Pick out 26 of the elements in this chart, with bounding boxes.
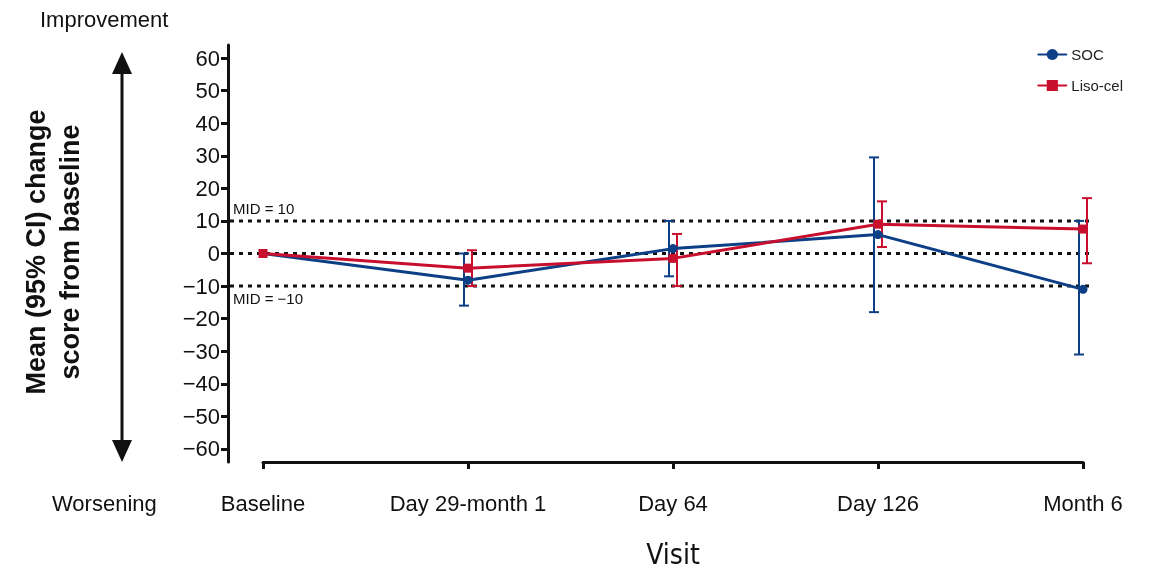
x-axis-title: Visit xyxy=(646,537,700,571)
y-tick-label: 20 xyxy=(195,175,220,201)
y-tick-label: 0 xyxy=(207,241,220,266)
legend-label: SOC xyxy=(1071,46,1104,63)
x-tick-label: Baseline xyxy=(220,490,306,516)
y-tick-label: 50 xyxy=(195,78,220,104)
y-tick-label: 10 xyxy=(195,208,220,234)
text: Improvement xyxy=(40,6,169,32)
y-tick-label: −10 xyxy=(182,273,220,299)
legend-label: Liso-cel xyxy=(1071,77,1123,94)
x-tick-label: Month 6 xyxy=(1043,490,1123,516)
text: Worsening xyxy=(52,490,157,516)
y-axis-title: Mean (95% CI) change score from baseline xyxy=(20,109,85,395)
y-tick-label: 60 xyxy=(195,45,220,71)
ref-line-label: MID = 10 xyxy=(233,199,295,217)
y-tick-label: −60 xyxy=(182,436,220,462)
y-tick-label: −40 xyxy=(182,371,220,397)
ref-line-label: MID = −10 xyxy=(233,290,304,308)
y-tick-label: 40 xyxy=(195,110,220,136)
y-tick-label: 30 xyxy=(195,143,220,169)
y-tick-label: −20 xyxy=(182,306,220,332)
y-tick-label: −30 xyxy=(182,338,220,364)
y-tick-label: −50 xyxy=(182,403,220,429)
x-tick-label: Day 64 xyxy=(638,490,708,516)
x-tick-label: Day 126 xyxy=(837,490,919,516)
x-tick-label: Day 29-month 1 xyxy=(389,490,547,516)
